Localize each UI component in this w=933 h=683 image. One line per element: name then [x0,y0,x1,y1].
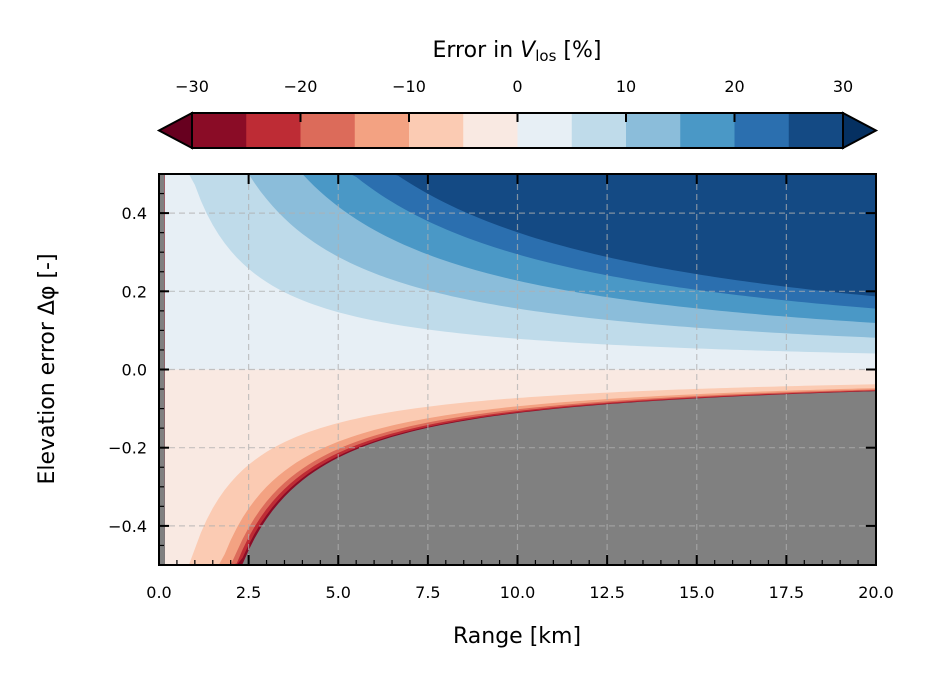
colorbar-ticks: −30 −20 −10 0 10 20 30 [175,77,853,122]
x-tick-label: 5.0 [326,583,351,602]
colorbar-band [734,113,790,148]
x-tick-label: 15.0 [679,583,715,602]
plot-area: 0.0 2.5 5.0 7.5 10.0 12.5 15.0 17.5 20.0 0.4 0.2 0.… [35,173,894,649]
x-tick-label: 2.5 [236,583,261,602]
x-tick-label: 17.5 [769,583,805,602]
colorbar-band [246,113,301,148]
colorbar: Error in Vlos [%] −30 −20 −10 0 10 20 30 [156,38,879,150]
x-tick-label: 10.0 [500,583,536,602]
colorbar-band [409,113,464,148]
colorbar-band [300,113,356,148]
colorbar-tick-label: 30 [833,77,853,96]
colorbar-tick-label: 20 [724,77,744,96]
colorbar-band [463,113,518,148]
x-tick-label: 0.0 [146,583,171,602]
y-tick-label: −0.4 [108,517,147,536]
colorbar-bands [192,113,844,148]
y-tick-label: 0.4 [122,204,147,223]
colorbar-tick-label: 10 [616,77,636,96]
colorbar-band [626,113,681,148]
x-tick-label: 20.0 [858,583,894,602]
colorbar-title: Error in Vlos [%] [433,38,602,65]
axis-ticks: 0.0 2.5 5.0 7.5 10.0 12.5 15.0 17.5 20.0 0.4 0.2 0.… [108,173,894,602]
x-tick-label: 7.5 [415,583,440,602]
grid [159,174,876,565]
y-tick-label: 0.2 [122,282,147,301]
colorbar-title-variable: V [520,38,537,63]
y-axis-label: Elevation error Δφ [-] [35,253,60,484]
colorbar-extend-high [842,111,879,150]
colorbar-title-subscript: los [535,47,556,65]
x-axis-label: Range [km] [453,624,581,649]
colorbar-title-prefix: Error in [433,38,521,63]
colorbar-band [517,113,573,148]
colorbar-tick-label: −20 [284,77,318,96]
colorbar-band [571,113,627,148]
y-tick-label: 0.0 [122,361,147,380]
colorbar-tick-label: 0 [512,77,522,96]
colorbar-band [680,113,735,148]
colorbar-tick-label: −30 [175,77,209,96]
colorbar-band [788,113,844,148]
colorbar-tick-label: −10 [392,77,426,96]
y-tick-label: −0.2 [108,439,147,458]
colorbar-band [192,113,247,148]
x-tick-label: 12.5 [589,583,625,602]
colorbar-extend-low [156,111,193,150]
colorbar-band [354,113,410,148]
colorbar-title-suffix: [%] [556,38,601,63]
